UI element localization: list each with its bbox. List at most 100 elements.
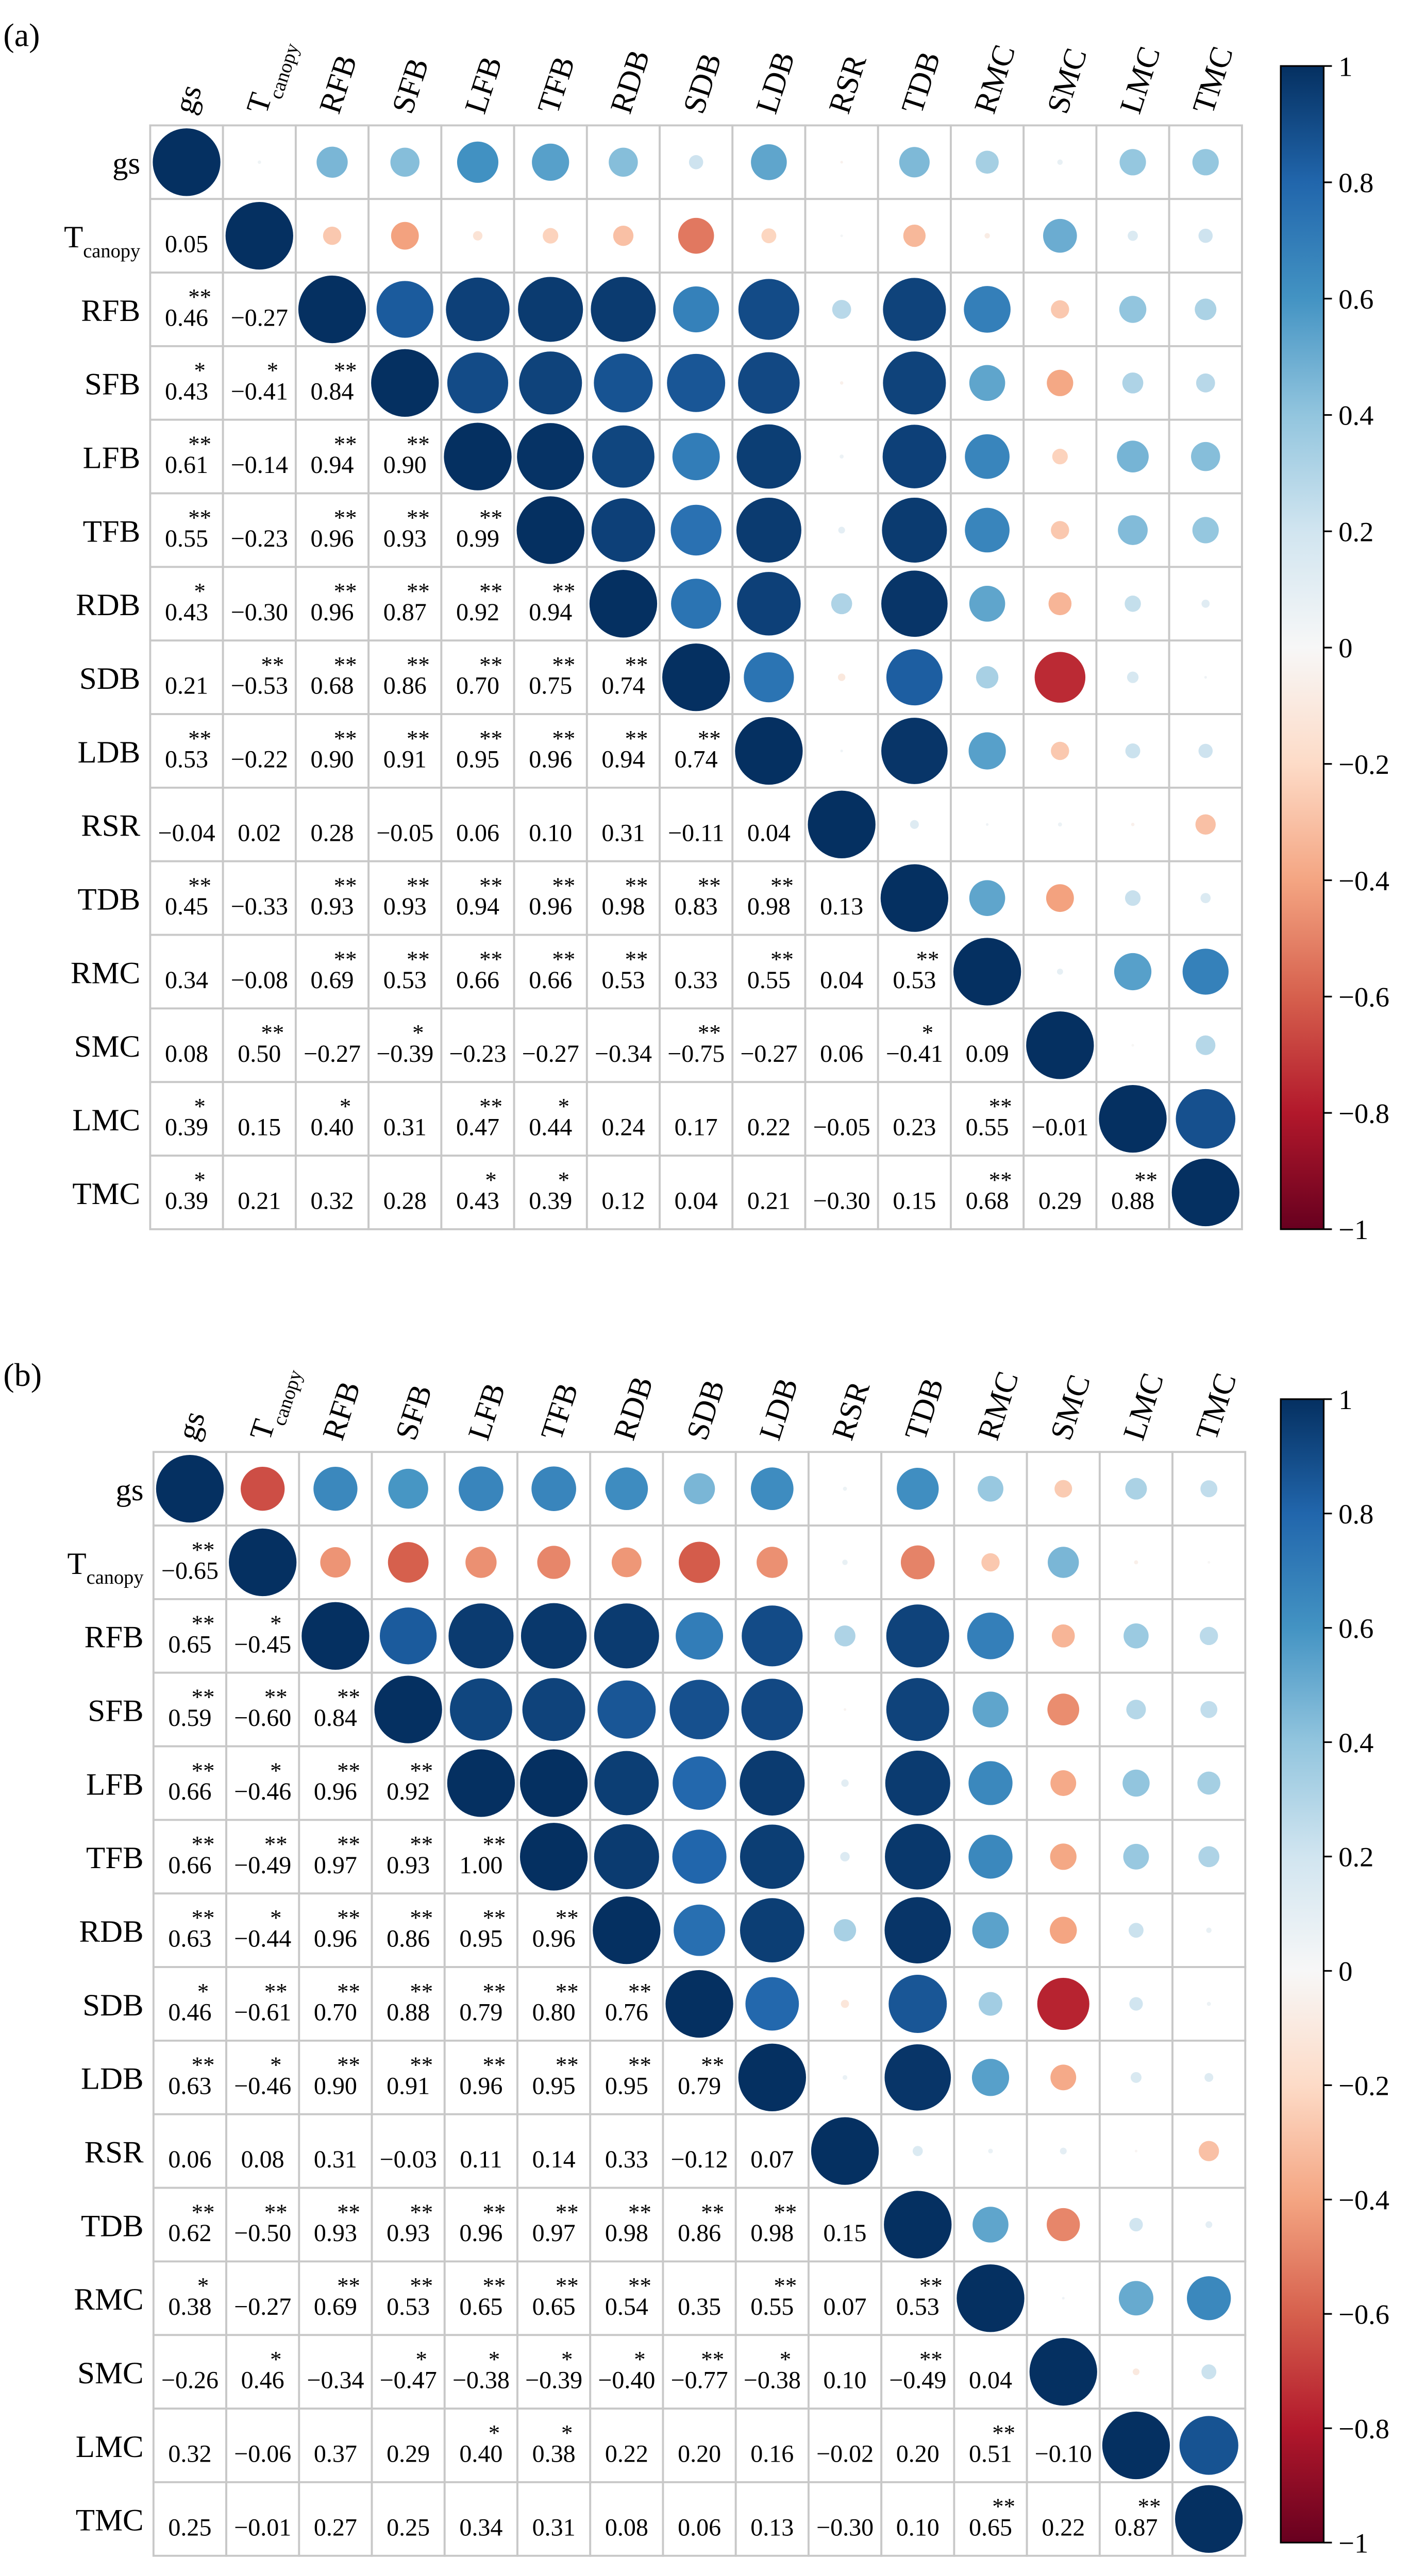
row-label: TDB	[78, 883, 141, 917]
significance-mark: **	[479, 946, 502, 972]
grid-cell	[367, 1155, 443, 1230]
correlation-circle	[591, 277, 656, 342]
column-label: RMC	[971, 1367, 1026, 1444]
correlation-value: 0.07	[750, 2146, 794, 2173]
significance-mark: **	[407, 946, 430, 972]
correlation-circle	[1099, 1084, 1167, 1153]
grid-cell	[662, 2113, 737, 2189]
significance-mark: *	[197, 1978, 209, 2004]
correlation-value: 0.96	[459, 2219, 502, 2247]
correlation-value: 0.17	[675, 1114, 718, 1141]
correlation-value: 0.91	[383, 746, 427, 773]
correlation-circle	[1131, 823, 1135, 826]
correlation-circle	[1054, 1480, 1072, 1498]
significance-mark: **	[625, 873, 648, 899]
correlation-circle	[1206, 2002, 1211, 2006]
row-label: TDB	[81, 2209, 144, 2243]
significance-mark: **	[261, 1020, 284, 1045]
grid-cell	[880, 2334, 955, 2410]
row-label: RFB	[85, 1620, 144, 1655]
correlation-circle	[447, 1749, 515, 1817]
grid-cell	[585, 1007, 661, 1083]
correlation-circle	[751, 144, 787, 180]
grid-cell	[149, 272, 224, 347]
significance-mark: **	[334, 578, 357, 604]
grid-cell	[152, 2187, 227, 2263]
correlation-value: −0.34	[595, 1040, 652, 1067]
grid-cell	[149, 566, 224, 642]
correlation-value: 0.70	[456, 672, 499, 700]
correlation-circle	[1199, 1626, 1218, 1646]
significance-mark: *	[485, 1167, 496, 1193]
colorbar-tick-label: −1	[1338, 2527, 1368, 2558]
correlation-value: −0.65	[161, 1557, 219, 1585]
correlation-value: 0.96	[314, 1778, 357, 1805]
grid-cell	[662, 2408, 737, 2483]
grid-cell	[1095, 934, 1170, 1010]
grid-cell	[585, 1081, 661, 1157]
grid-cell	[371, 1892, 446, 1968]
correlation-value: −0.49	[234, 1852, 291, 1879]
row-label: LDB	[81, 2062, 144, 2096]
significance-mark: **	[556, 2273, 579, 2298]
correlation-circle	[589, 570, 658, 638]
correlation-circle	[1048, 592, 1072, 616]
significance-mark: *	[270, 2346, 281, 2372]
correlation-value: 0.25	[168, 2514, 211, 2541]
correlation-value: 0.10	[529, 819, 572, 846]
significance-mark: **	[919, 2346, 943, 2372]
correlation-circle	[671, 579, 722, 629]
correlation-circle	[1129, 1923, 1144, 1938]
grid-cell	[371, 2334, 446, 2410]
correlation-circle	[670, 504, 722, 556]
grid-cell	[808, 2260, 883, 2336]
grid-cell	[222, 1155, 297, 1230]
correlation-value: 0.88	[387, 1999, 430, 2026]
correlation-value: 0.43	[456, 1188, 499, 1215]
grid-cell	[513, 713, 588, 789]
correlation-value: 0.04	[820, 967, 863, 994]
significance-mark: **	[483, 1831, 506, 1857]
grid-cell	[367, 492, 443, 568]
correlation-circle	[886, 1604, 949, 1668]
colorbar-tick-label: 1	[1338, 50, 1352, 82]
significance-mark: *	[489, 2420, 500, 2446]
column-label: RSR	[823, 50, 874, 117]
significance-mark: **	[698, 1020, 721, 1045]
correlation-value: 0.46	[165, 304, 208, 332]
significance-mark: **	[407, 873, 430, 899]
correlation-value: 0.12	[601, 1188, 645, 1215]
significance-mark: *	[270, 1905, 281, 1930]
grid-cell	[298, 1892, 373, 1968]
correlation-circle	[882, 425, 947, 488]
correlation-value: 0.13	[750, 2514, 794, 2541]
correlation-value: 0.69	[314, 2293, 357, 2320]
correlation-value: 0.22	[747, 1114, 791, 1141]
colorbar-tick-label: −0.8	[1338, 2413, 1389, 2444]
significance-mark: **	[334, 652, 357, 677]
correlation-circle	[738, 279, 799, 340]
significance-mark: **	[483, 2052, 506, 2078]
correlation-circle	[985, 823, 989, 826]
row-label: gs	[112, 146, 140, 181]
correlation-value: 0.70	[314, 1999, 357, 2026]
correlation-value: 0.02	[238, 819, 281, 846]
grid-cell	[1026, 2481, 1101, 2557]
significance-mark: **	[334, 431, 357, 457]
correlation-value: −0.41	[231, 378, 288, 405]
row-label: RFB	[81, 294, 140, 328]
correlation-value: 0.34	[459, 2514, 502, 2541]
correlation-circle	[241, 1466, 285, 1511]
correlation-value: 0.87	[383, 599, 427, 626]
correlation-circle	[840, 454, 844, 459]
significance-mark: **	[261, 652, 284, 677]
correlation-circle	[1175, 2485, 1243, 2553]
grid-cell	[149, 1007, 224, 1083]
grid-cell	[659, 1155, 734, 1230]
correlation-value: 0.31	[383, 1114, 427, 1141]
correlation-circle	[843, 1486, 847, 1491]
correlation-value: −0.46	[234, 1778, 291, 1805]
correlation-circle	[298, 275, 366, 344]
correlation-value: 0.66	[456, 967, 499, 994]
column-label: LDB	[749, 47, 801, 117]
